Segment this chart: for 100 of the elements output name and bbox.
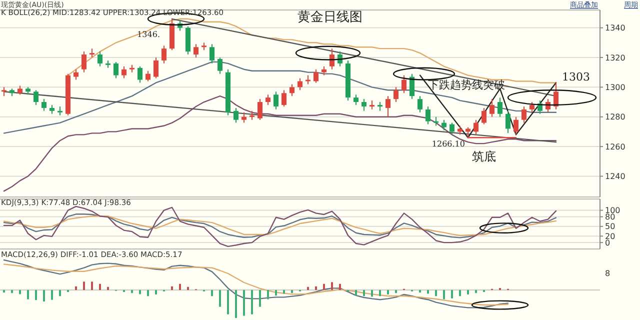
line-series [3,95,557,192]
bar [419,290,421,293]
bar [427,290,429,294]
bar [179,284,181,290]
y-tick-label: 1260 [605,142,626,152]
annotation: 1346. [137,30,160,39]
candlestick [418,96,422,113]
y-tick-label: 1320 [605,53,626,62]
bar [451,290,453,298]
text: 1303 [562,70,590,84]
bar [307,286,309,290]
bar [171,286,173,290]
bar [275,290,277,296]
candlestick [354,94,358,106]
candlestick [282,90,286,107]
candlestick [154,56,158,79]
chart-title: 黄金日线图 [298,10,362,25]
candlestick [362,98,366,112]
bar [131,290,133,294]
bar [27,290,29,300]
candlestick [386,96,390,118]
bar [227,290,229,314]
candlestick [234,107,238,124]
y-tick-label: 1240 [605,172,626,182]
bar [107,286,109,290]
bar [363,290,365,296]
candlestick [402,74,406,94]
bar [355,290,357,296]
bar [155,290,157,294]
bar [459,290,461,296]
candlestick [266,94,270,106]
bar [259,290,261,307]
bar [315,286,317,290]
line-series [3,206,557,248]
candlestick [258,98,262,120]
candlestick [274,91,278,110]
candlestick [138,66,142,84]
candlestick [514,116,518,136]
line-series [419,74,557,138]
annotation: 1266.10 [432,139,465,148]
candlestick [242,112,246,124]
text: 8 [605,269,610,278]
bar [187,286,189,290]
candlestick [410,73,414,100]
bar [435,290,437,296]
bar [75,286,77,290]
bar [291,290,293,294]
bar [235,290,237,318]
y-tick-label: 50 [605,222,616,232]
bar [331,282,333,290]
candlestick [530,102,534,113]
bar [339,284,341,290]
bar [467,290,469,294]
candlestick [186,26,190,56]
bar [323,284,325,290]
bar [19,290,21,294]
candlestick [506,110,510,134]
candlestick [426,106,430,125]
y-tick-label: 20 [605,232,616,241]
candlestick [218,56,222,74]
candlestick [522,106,526,124]
bar [211,290,213,296]
bar [59,290,61,296]
candlestick [298,78,302,91]
bar [379,290,381,296]
candlestick [554,82,558,110]
candlestick [74,68,78,80]
bar [3,290,5,293]
candlestick [490,98,494,118]
bar [99,284,101,290]
candlestick [210,44,214,64]
y-tick-label: 80 [605,212,616,222]
candlestick [474,119,478,136]
candlestick [498,97,502,118]
bar [475,290,477,294]
candlestick [162,45,166,64]
bar [91,282,93,290]
y-tick-label: 1300 [605,82,626,92]
candlestick [42,98,46,112]
bar [51,290,53,300]
bar [371,290,373,297]
bar [251,290,253,314]
bar [283,290,285,294]
bar [443,290,445,300]
y-tick-label: 1280 [605,112,626,122]
bar [243,290,245,316]
candlestick [114,61,118,79]
bar [219,290,221,307]
bar [267,290,269,300]
candlestick [98,51,102,67]
y-tick-label: 1340 [605,24,626,33]
candlestick [82,51,86,73]
candlestick [482,107,486,125]
candlestick [122,66,126,79]
candlestick [330,48,334,70]
bar [139,290,141,294]
candlestick [442,119,446,131]
y-tick-label: 0 [605,238,610,248]
annotation: 筑底 [472,149,496,164]
candlestick [450,122,454,136]
